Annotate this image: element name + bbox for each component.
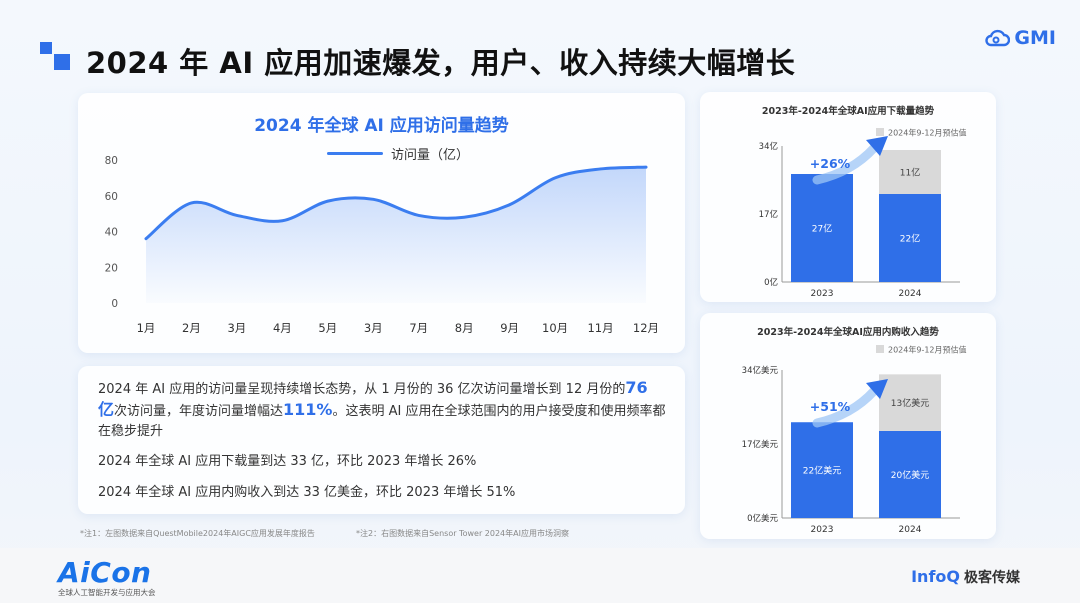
- y-tick-label: 40: [105, 227, 118, 239]
- x-tick-label: 2023: [811, 289, 834, 299]
- iap-revenue-trend-card: 2023年-2024年全球AI应用内购收入趋势 2024年9-12月预估值 0亿美…: [700, 313, 996, 539]
- y-tick-label: 17亿: [759, 209, 778, 220]
- visits-series-line: [144, 165, 648, 241]
- legend-label-estimate: 2024年9-12月预估值: [888, 345, 967, 355]
- summary-highlight-111: 111%: [283, 400, 333, 419]
- infoq-cn-text: 极客传媒: [964, 570, 1020, 586]
- page-title: 2024 年 AI 应用加速爆发，用户、收入持续大幅增长: [86, 46, 796, 80]
- bar-actual: [879, 430, 941, 518]
- bar-value-label: 27亿: [812, 223, 832, 235]
- summary-text-a: 2024 年 AI 应用的访问量呈现持续增长态势，从 1 月份的 36 亿次访问…: [98, 382, 626, 397]
- legend-line-swatch: [327, 152, 383, 155]
- visits-area-fill: [146, 167, 646, 303]
- bar-value-label: 13亿美元: [891, 397, 929, 409]
- summary-highlight-76: 76 亿: [98, 378, 648, 419]
- x-tick-label: 11月: [587, 321, 613, 335]
- infoq-logo: InfoQ 极客传媒: [911, 567, 1020, 587]
- x-tick-label: 2023: [811, 525, 834, 535]
- y-tick-label: 17亿美元: [742, 439, 779, 450]
- x-tick-label: 2月: [182, 321, 201, 335]
- note-right-source: *注2：右图数据来自Sensor Tower 2024年AI应用市场洞察: [356, 529, 569, 538]
- downloads-chart-title: 2023年-2024年全球AI应用下载量趋势: [761, 106, 935, 117]
- bar-value-label: 11亿: [900, 167, 920, 179]
- x-tick-label: 1月: [137, 321, 156, 335]
- x-tick-label: 3月: [227, 321, 246, 335]
- visits-legend: 访问量（亿）: [327, 144, 469, 163]
- y-tick-label: 20: [105, 262, 118, 274]
- aicon-subtitle: 全球人工智能开发与应用大会: [58, 588, 156, 597]
- x-tick-label: 8月: [455, 321, 474, 335]
- bar-actual: [791, 422, 853, 518]
- legend-swatch-estimate: [876, 345, 884, 353]
- summary-text-c: 次访问量，年度访问量增幅达: [114, 404, 284, 419]
- x-tick-label: 5月: [318, 321, 337, 335]
- cloud-icon: [985, 29, 1011, 47]
- summary-text-e: 。这表明 AI 应用在全球范围内的用户接受度和使用频率都在稳步提升: [98, 404, 666, 439]
- x-tick-label: 10月: [542, 321, 568, 335]
- legend-swatch-estimate: [876, 128, 884, 136]
- downloads-bar-chart: 2024年9-12月预估值 0亿 17亿 34亿 27亿 2023 22亿 11亿 2024 +2…: [759, 128, 967, 300]
- visits-trend-card: 2024 年全球 AI 应用访问量趋势 访问量（亿） 0 20 40 60 80 1月 2月…: [78, 93, 685, 353]
- y-tick-label: 0亿: [764, 277, 778, 288]
- y-tick-label: 60: [105, 191, 118, 203]
- growth-arrow-head-icon: [866, 379, 888, 399]
- bar-value-label: 20亿美元: [891, 469, 929, 481]
- gmi-logo: GMI: [984, 27, 1056, 49]
- summary-paragraph-revenue: 2024 年全球 AI 应用内购收入到达 33 亿美金，环比 2023 年增长 …: [98, 485, 516, 500]
- aicon-logo: AiCon: [58, 556, 152, 589]
- growth-arrow-icon: [812, 386, 879, 428]
- iap-bar-chart: 2024年9-12月预估值 0亿美元 17亿美元 34亿美元 22亿美元 2023 20亿美…: [742, 345, 967, 536]
- y-tick-label: 34亿美元: [742, 365, 779, 376]
- bar-value-label: 22亿美元: [803, 465, 841, 477]
- bar-estimate: [879, 150, 941, 194]
- x-tick-label: 9月: [500, 321, 519, 335]
- visits-line-chart: 0 20 40 60 80 1月 2月 3月 4月 5月 3月 7月 8月 9月 10月 11月 12月: [105, 155, 659, 335]
- x-tick-label: 2024: [899, 525, 922, 535]
- bar-actual: [791, 174, 853, 282]
- bar-actual: [879, 194, 941, 282]
- summary-paragraph-downloads: 2024 年全球 AI 应用下载量到达 33 亿，环比 2023 年增长 26%: [98, 454, 477, 469]
- y-tick-label: 0: [111, 298, 118, 310]
- y-tick-label: 0亿美元: [747, 513, 778, 524]
- growth-percent-label: +51%: [810, 399, 851, 414]
- downloads-trend-card: 2023年-2024年全球AI应用下载量趋势 2024年9-12月预估值 0亿 17…: [700, 92, 996, 302]
- bar-value-label: 22亿: [900, 233, 920, 245]
- y-tick-label: 34亿: [759, 141, 778, 152]
- x-tick-label: 3月: [364, 321, 383, 335]
- x-tick-label: 2024: [899, 289, 922, 299]
- x-tick-label: 7月: [409, 321, 428, 335]
- title-logo-icon: [40, 42, 70, 70]
- growth-arrow-icon: [812, 143, 879, 185]
- growth-percent-label: +26%: [810, 156, 851, 171]
- visits-chart-title: 2024 年全球 AI 应用访问量趋势: [254, 116, 509, 136]
- x-tick-label: 4月: [273, 321, 292, 335]
- gmi-logo-text: GMI: [1014, 27, 1056, 49]
- y-tick-label: 80: [105, 155, 118, 167]
- legend-label: 访问量（亿）: [391, 148, 470, 163]
- summary-card: 2024 年 AI 应用的访问量呈现持续增长态势，从 1 月份的 36 亿次访问…: [78, 366, 685, 514]
- iap-chart-title: 2023年-2024年全球AI应用内购收入趋势: [757, 327, 939, 338]
- infoq-logo-text: InfoQ: [911, 567, 960, 586]
- legend-label-estimate: 2024年9-12月预估值: [888, 128, 967, 138]
- bar-estimate: [879, 374, 941, 431]
- note-left-source: *注1：左图数据来自QuestMobile2024年AIGC应用发展年度报告: [80, 529, 315, 538]
- footer-bar: [0, 548, 1080, 603]
- summary-paragraph-visits: 2024 年 AI 应用的访问量呈现持续增长态势，从 1 月份的 36 亿次访问…: [98, 378, 668, 442]
- growth-arrow-head-icon: [866, 136, 888, 156]
- x-tick-label: 12月: [633, 321, 659, 335]
